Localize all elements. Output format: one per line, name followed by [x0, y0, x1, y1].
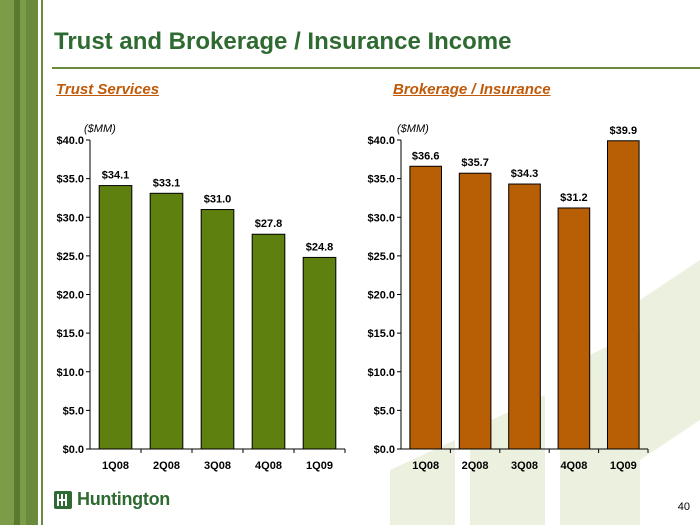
trust-bar-4q08 — [251, 233, 286, 450]
trust-data-label: $33.1 — [153, 177, 181, 189]
trust-data-label: $27.8 — [255, 218, 283, 230]
brokerage-y-tick-label: $35.0 — [367, 174, 395, 186]
brokerage-data-label: $35.7 — [461, 157, 489, 169]
brokerage-y-tick-label: $30.0 — [367, 212, 395, 224]
title-rule — [52, 67, 700, 69]
trust-y-tick-label: $0.0 — [63, 444, 84, 456]
trust-bar-3q08 — [200, 209, 235, 450]
brokerage-data-label: $39.9 — [610, 125, 638, 137]
brokerage-category-label: 3Q08 — [511, 460, 538, 472]
huntington-logo: Huntington — [54, 489, 170, 510]
trust-unit-label: ($MM) — [84, 123, 116, 135]
trust-y-tick-label: $20.0 — [56, 290, 84, 302]
brokerage-y-tick-label: $20.0 — [367, 290, 395, 302]
trust-category-label: 1Q08 — [102, 460, 129, 472]
trust-bar-1q09 — [302, 256, 337, 450]
trust-y-tick-label: $40.0 — [56, 135, 84, 147]
huntington-logo-text: Huntington — [77, 489, 170, 509]
brokerage-bar-3q08 — [508, 183, 541, 450]
trust-y-tick-label: $10.0 — [56, 367, 84, 379]
band-pattern — [0, 0, 26, 525]
trust-data-label: $24.8 — [306, 241, 334, 253]
huntington-logo-icon — [54, 490, 72, 509]
brokerage-category-label: 2Q08 — [462, 460, 489, 472]
trust-bar-2q08 — [149, 192, 184, 450]
brokerage-y-tick-label: $25.0 — [367, 251, 395, 263]
trust-data-label: $31.0 — [204, 194, 232, 206]
trust-bar-1q08 — [98, 185, 133, 450]
brokerage-bar-2q08 — [458, 172, 492, 450]
trust-y-tick-label: $15.0 — [56, 328, 84, 340]
brokerage-y-tick-label: $15.0 — [367, 328, 395, 340]
brokerage-y-tick-label: $0.0 — [374, 444, 395, 456]
brokerage-data-label: $36.6 — [412, 150, 440, 162]
trust-y-tick-label: $35.0 — [56, 174, 84, 186]
brokerage-data-label: $31.2 — [560, 192, 588, 204]
brokerage-data-label: $34.3 — [511, 168, 539, 180]
brokerage-bar-4q08 — [557, 207, 591, 450]
brokerage-y-tick-label: $10.0 — [367, 367, 395, 379]
brokerage-subtitle: Brokerage / Insurance — [393, 81, 551, 98]
brokerage-category-label: 4Q08 — [560, 460, 587, 472]
slide-title: Trust and Brokerage / Insurance Income — [54, 28, 512, 55]
page-number: 40 — [677, 501, 690, 513]
brokerage-y-tick-label: $40.0 — [367, 135, 395, 147]
brokerage-unit-label: ($MM) — [397, 123, 429, 135]
brokerage-bar-1q08 — [409, 165, 443, 450]
brokerage-y-tick-label: $5.0 — [374, 405, 395, 417]
brokerage-category-label: 1Q08 — [412, 460, 439, 472]
trust-data-label: $34.1 — [102, 170, 130, 182]
trust-y-tick-label: $5.0 — [63, 405, 84, 417]
trust-category-label: 2Q08 — [153, 460, 180, 472]
trust-y-tick-label: $30.0 — [56, 212, 84, 224]
trust-category-label: 4Q08 — [255, 460, 282, 472]
brokerage-bar-1q09 — [606, 140, 640, 450]
left-divider-line — [41, 0, 43, 525]
trust-category-label: 1Q09 — [306, 460, 333, 472]
trust-category-label: 3Q08 — [204, 460, 231, 472]
trust-y-tick-label: $25.0 — [56, 251, 84, 263]
trust-subtitle: Trust Services — [56, 81, 160, 98]
left-decorative-band — [0, 0, 38, 525]
brokerage-category-label: 1Q09 — [610, 460, 637, 472]
